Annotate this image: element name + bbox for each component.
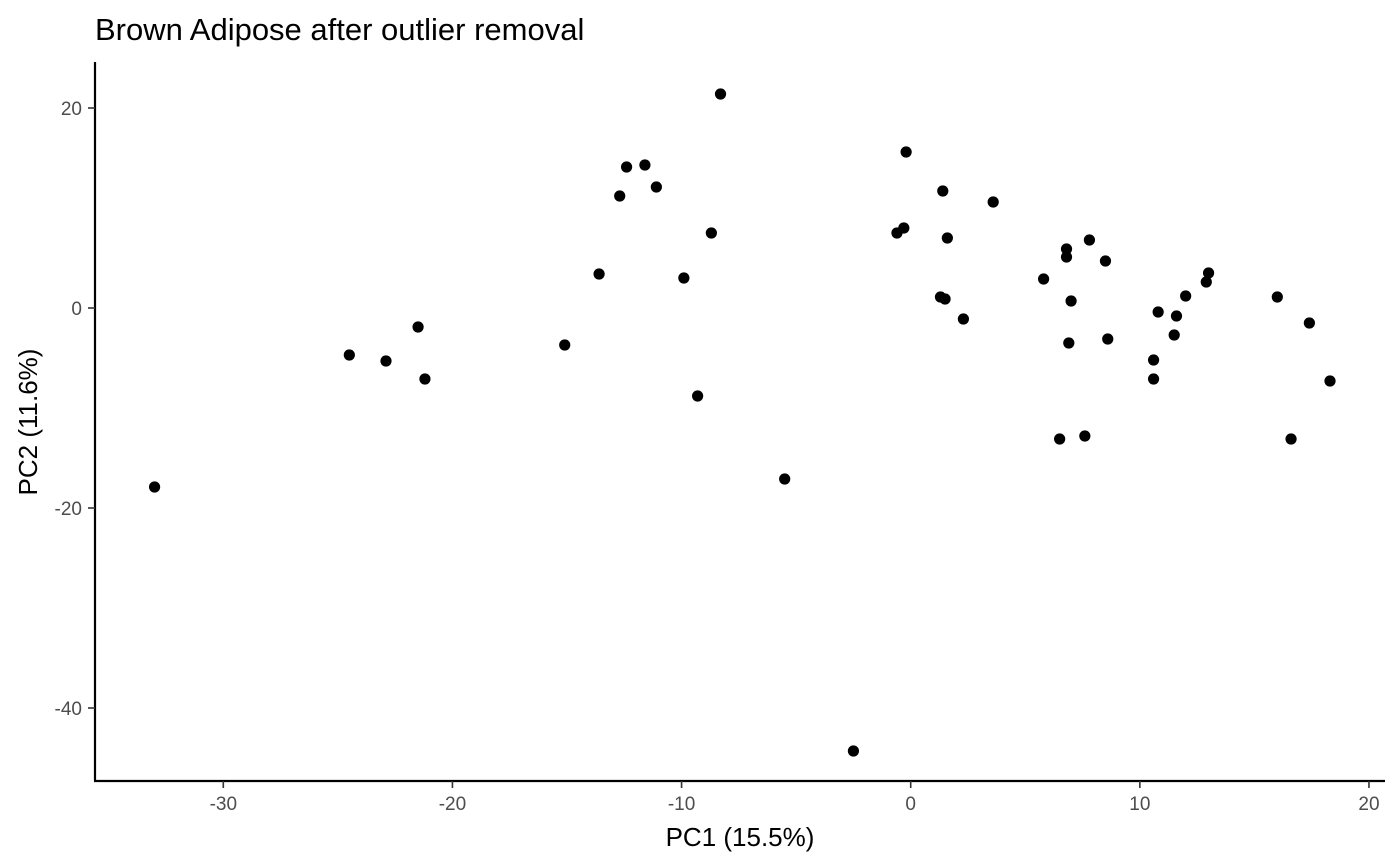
x-axis-ticks: -30 -20 -10 0 10 20 xyxy=(210,781,1380,815)
data-point xyxy=(692,390,704,402)
plot-panel: -30 -20 -10 0 10 20 20 0 -20 -40 xyxy=(55,62,1385,815)
data-point xyxy=(1170,310,1183,322)
y-tick-label: -20 xyxy=(55,499,82,520)
data-point xyxy=(714,88,727,100)
data-point xyxy=(1271,291,1283,303)
data-point xyxy=(1099,255,1112,267)
data-point xyxy=(148,481,161,493)
x-tick-label: 0 xyxy=(905,794,916,815)
data-point xyxy=(678,272,690,284)
x-tick-label: -30 xyxy=(210,794,237,815)
data-point xyxy=(1202,267,1215,279)
data-point xyxy=(614,190,626,202)
data-point xyxy=(650,181,662,193)
data-point xyxy=(941,232,953,244)
data-point xyxy=(1060,251,1073,263)
data-point xyxy=(380,355,392,367)
x-tick-label: 20 xyxy=(1358,794,1379,815)
data-point xyxy=(343,349,355,361)
data-point xyxy=(559,339,571,351)
data-point xyxy=(593,268,605,280)
data-point xyxy=(1200,276,1212,288)
data-point xyxy=(898,222,910,234)
data-point xyxy=(620,161,633,173)
y-tick-label: 0 xyxy=(71,299,82,320)
y-axis-ticks: 20 0 -20 -40 xyxy=(55,99,95,720)
data-point xyxy=(1083,234,1096,246)
data-point xyxy=(1102,333,1114,345)
data-point xyxy=(1147,354,1160,366)
data-point xyxy=(779,473,791,485)
data-point xyxy=(937,185,949,197)
x-tick-label: -20 xyxy=(439,794,466,815)
data-points xyxy=(148,88,1336,757)
y-axis-title: PC2 (11.6%) xyxy=(13,349,43,496)
data-point xyxy=(1147,373,1160,385)
data-point xyxy=(900,146,912,158)
data-point xyxy=(419,373,431,385)
data-point xyxy=(639,159,651,171)
data-point xyxy=(987,196,999,208)
data-point xyxy=(939,293,951,305)
data-point xyxy=(1285,433,1297,445)
y-tick-label: -40 xyxy=(55,699,82,720)
data-point xyxy=(847,745,860,757)
data-point xyxy=(1063,337,1075,349)
x-tick-label: 10 xyxy=(1129,794,1150,815)
chart-title: Brown Adipose after outlier removal xyxy=(95,12,584,47)
data-point xyxy=(412,321,424,333)
data-point xyxy=(1180,290,1192,302)
data-point xyxy=(957,313,970,325)
data-point xyxy=(1303,317,1315,329)
data-point xyxy=(1060,243,1073,255)
x-axis-title: PC1 (15.5%) xyxy=(666,822,815,852)
data-point xyxy=(1054,433,1066,445)
data-point xyxy=(1324,375,1336,387)
y-tick-label: 20 xyxy=(61,99,82,120)
data-point xyxy=(1152,306,1164,318)
data-point xyxy=(1037,273,1050,285)
data-point xyxy=(705,227,717,239)
data-point xyxy=(1168,329,1180,341)
data-point xyxy=(1079,430,1091,442)
x-tick-label: -10 xyxy=(668,794,695,815)
data-point xyxy=(1065,295,1077,307)
